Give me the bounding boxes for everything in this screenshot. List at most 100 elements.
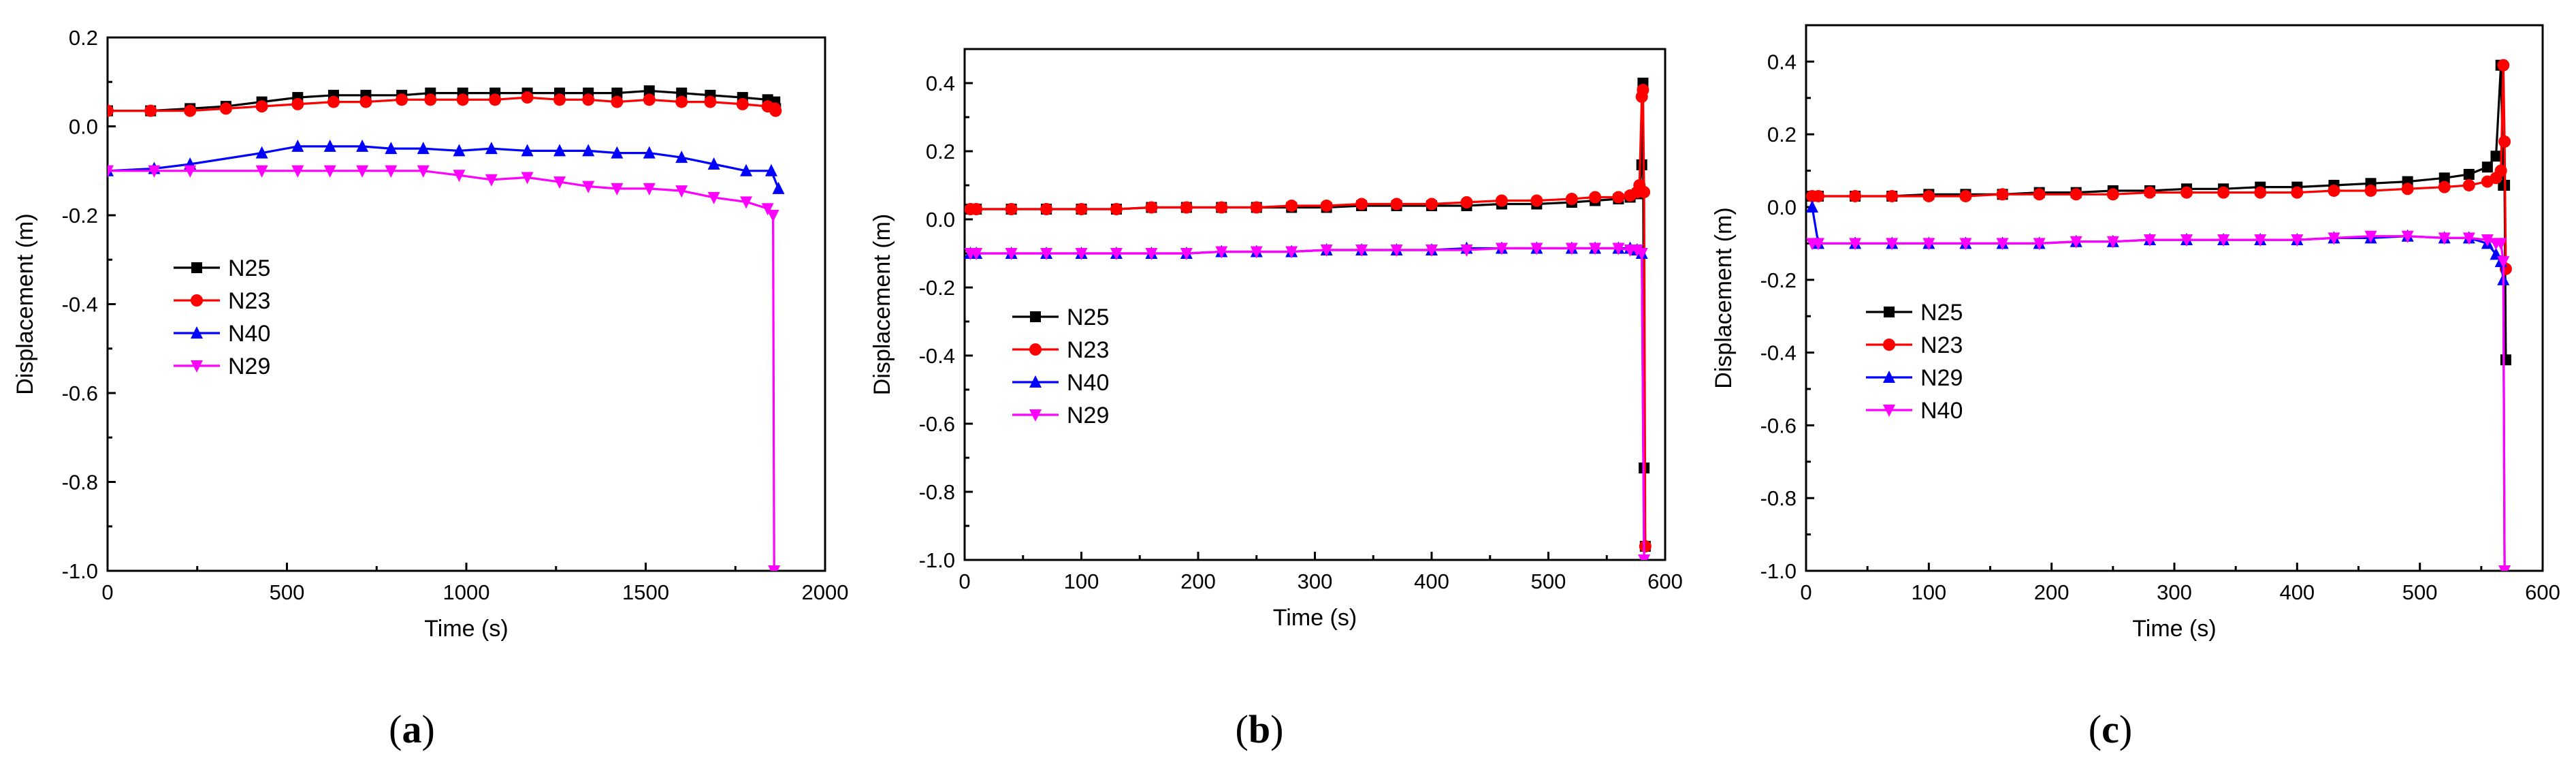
- data-point-n23: [1215, 201, 1228, 214]
- series-n23: [965, 84, 1652, 552]
- legend: N25 N23 N29 N40: [1866, 300, 1963, 424]
- y-tick-label: -0.6: [1760, 413, 1797, 437]
- series-n40: [1806, 230, 2511, 571]
- data-point-n40: [2498, 565, 2511, 571]
- legend: N25 N23 N40 N29: [174, 255, 270, 379]
- data-point-n29: [148, 165, 161, 178]
- data-point-n40: [1922, 238, 1935, 251]
- data-point-n23: [1355, 198, 1368, 210]
- data-point-n23: [1612, 191, 1625, 204]
- x-tick-label: 2000: [802, 580, 849, 604]
- legend-label-n40: N40: [1920, 398, 1963, 424]
- data-point-n29: [761, 203, 774, 216]
- data-point-n23: [611, 95, 624, 108]
- data-point-n23: [1959, 189, 1972, 202]
- data-point-n23: [108, 104, 114, 117]
- data-point-n29: [1460, 245, 1473, 257]
- panel-label-a: (a): [389, 707, 435, 751]
- y-axis-title: Displacement (m): [869, 214, 895, 395]
- data-point-n29: [385, 165, 398, 178]
- data-point-n23: [2291, 186, 2304, 199]
- data-point-n23: [553, 93, 566, 106]
- y-tick-label: -1.0: [919, 548, 955, 572]
- data-point-n23: [2401, 183, 2414, 196]
- data-point-n23: [675, 95, 688, 108]
- data-point-n25: [2463, 168, 2475, 180]
- legend-marker-n25: [191, 262, 202, 273]
- data-point-n29: [417, 165, 430, 178]
- data-point-n29: [485, 174, 498, 187]
- data-point-n29: [1180, 248, 1193, 260]
- x-tick-label: 200: [2034, 580, 2070, 604]
- series-line-n23: [1812, 64, 2507, 269]
- y-tick-label: -0.4: [1760, 341, 1797, 365]
- y-tick-label: -0.2: [1760, 268, 1797, 292]
- data-point-n29: [1589, 243, 1602, 255]
- legend-label-n29: N29: [1067, 403, 1109, 428]
- legend-label-n23: N23: [1067, 337, 1109, 363]
- data-point-n29: [675, 185, 688, 198]
- data-point-n40: [1996, 238, 2009, 251]
- legend-marker-n40: [1029, 375, 1042, 388]
- legend-label-n25: N25: [228, 255, 270, 281]
- data-point-n29: [1638, 554, 1651, 560]
- data-point-n23: [1040, 203, 1053, 215]
- data-point-n29: [970, 248, 983, 260]
- data-point-n40: [291, 139, 304, 152]
- data-point-n23: [2364, 184, 2377, 197]
- data-point-n23: [144, 104, 157, 117]
- series-line-n29: [108, 170, 775, 571]
- series-n29: [1806, 200, 2510, 571]
- data-point-n23: [1250, 201, 1263, 214]
- data-point-n40: [485, 142, 498, 155]
- data-point-n40: [2180, 234, 2193, 247]
- series-line-n40: [108, 145, 779, 189]
- panel-label-b: (b): [1236, 707, 1284, 751]
- data-point-n29: [521, 172, 534, 185]
- data-point-n25: [2481, 161, 2493, 173]
- data-point-n23: [1638, 186, 1651, 198]
- data-point-n23: [2217, 186, 2230, 199]
- y-tick-label: 0.4: [1767, 50, 1797, 74]
- data-point-n23: [1565, 193, 1578, 205]
- data-point-n29: [1426, 245, 1438, 257]
- data-point-n25: [2438, 172, 2450, 184]
- plot-area: [965, 78, 1652, 560]
- data-point-n23: [2070, 188, 2082, 201]
- data-point-n29: [553, 176, 566, 189]
- data-point-n29: [1285, 246, 1298, 259]
- data-point-n40: [611, 146, 624, 159]
- x-axis-title: Time (s): [424, 616, 508, 642]
- series-n23: [1806, 59, 2512, 275]
- data-point-n23: [1075, 203, 1088, 215]
- y-tick-label: -1.0: [1760, 559, 1797, 583]
- legend-label-n23: N23: [1920, 332, 1963, 358]
- data-point-n40: [2033, 238, 2046, 251]
- data-point-n25: [2490, 151, 2502, 162]
- plot-frame: [1805, 24, 2544, 572]
- data-point-n29: [1530, 243, 1543, 255]
- data-point-n23: [359, 95, 372, 108]
- data-point-n23: [769, 104, 782, 117]
- data-point-n29: [1110, 248, 1123, 260]
- data-point-n23: [1589, 191, 1602, 204]
- data-point-n40: [2328, 232, 2340, 245]
- data-point-n40: [2106, 236, 2119, 249]
- series-line-n40: [1812, 235, 2506, 571]
- data-point-n23: [1460, 196, 1473, 208]
- data-point-n23: [396, 93, 408, 106]
- data-point-n40: [772, 181, 785, 194]
- data-point-n40: [385, 142, 398, 155]
- chart-panel-b: 0 100 200 300 400 500 600 -1.0 -0.8 -0.6 -0.4 -0.2 0…: [869, 48, 1683, 751]
- data-point-n23: [1637, 84, 1649, 96]
- legend-label-n25: N25: [1920, 300, 1963, 326]
- data-point-n40: [2401, 230, 2414, 243]
- x-tick-label: 400: [2279, 580, 2315, 604]
- plot-area: [108, 85, 785, 571]
- data-point-n23: [1005, 203, 1018, 215]
- legend-marker-n29: [1029, 409, 1042, 422]
- data-point-n29: [255, 165, 268, 178]
- data-point-n40: [1812, 238, 1825, 251]
- series-n29: [108, 165, 781, 571]
- data-point-n40: [675, 151, 688, 163]
